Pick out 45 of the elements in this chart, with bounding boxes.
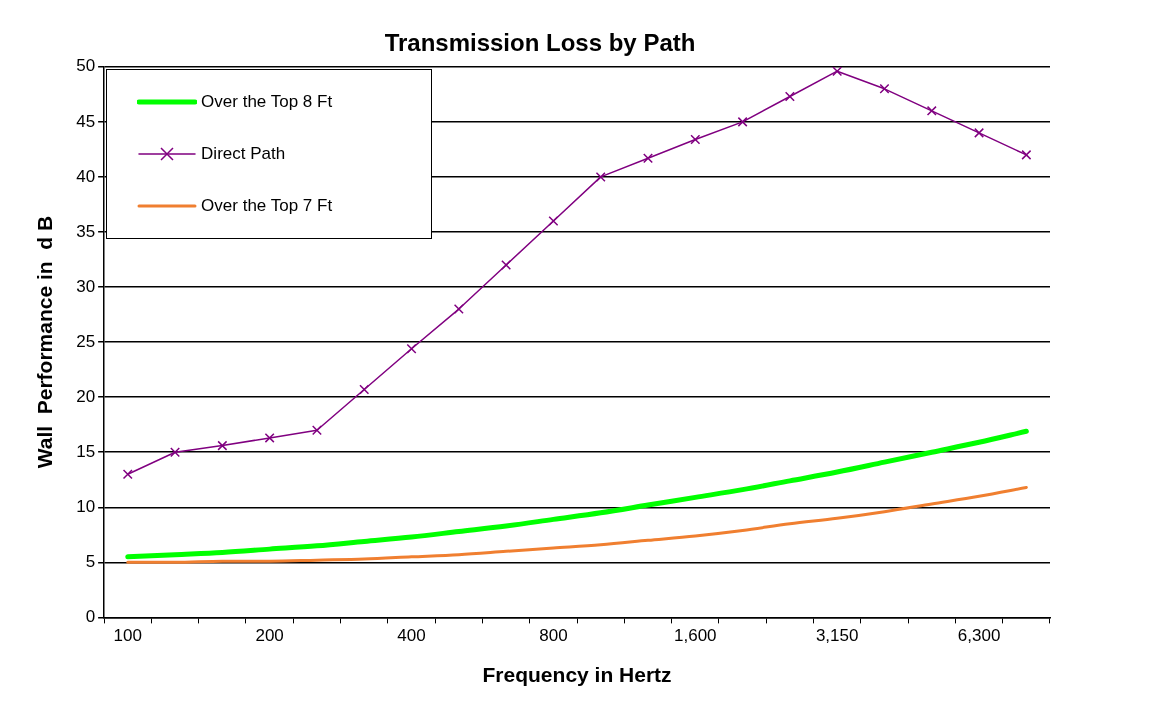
point — [784, 91, 795, 102]
legend-label: Direct Path — [201, 143, 286, 164]
y-tick-label: 40 — [76, 166, 96, 186]
point — [1021, 149, 1032, 160]
point — [501, 260, 512, 271]
point — [974, 127, 985, 138]
point — [690, 134, 701, 145]
y-tick-label: 5 — [85, 552, 96, 572]
y-tick-label: 30 — [76, 276, 96, 296]
point — [737, 116, 748, 127]
y-tick-label: 0 — [85, 607, 96, 627]
point — [311, 425, 322, 436]
point — [264, 432, 275, 443]
legend-label: Over the Top 7 Ft — [201, 195, 333, 216]
point — [879, 83, 890, 94]
point — [832, 66, 843, 77]
legend-label: Over the Top 8 Ft — [201, 91, 333, 112]
x-tick-label: 100 — [113, 626, 142, 646]
x-tick-label: 3,150 — [815, 626, 859, 646]
y-tick-label: 25 — [76, 331, 96, 351]
x-tick-label: 200 — [255, 626, 284, 646]
x-axis-title: Frequency in Hertz — [482, 663, 672, 687]
x-tick-label: 1,600 — [674, 626, 717, 646]
x-tick-label: 400 — [397, 626, 426, 646]
point — [595, 171, 606, 182]
point — [406, 343, 417, 354]
line-series — [126, 485, 1028, 564]
point — [217, 440, 228, 451]
y-tick-label: 35 — [76, 221, 96, 241]
x-tick-label: 6,300 — [957, 626, 1001, 646]
y-tick-label: 20 — [76, 386, 96, 406]
y-axis-title: Wall Performance in d B — [33, 215, 57, 469]
y-tick-label: 15 — [76, 441, 96, 461]
point — [548, 215, 559, 226]
point — [122, 469, 133, 480]
point — [643, 153, 653, 164]
point — [453, 304, 464, 315]
point — [359, 384, 370, 395]
chart-title: Transmission Loss by Path — [384, 29, 696, 57]
point — [170, 447, 181, 458]
x-tick-label: 800 — [539, 626, 568, 646]
y-tick-label: 45 — [76, 111, 96, 131]
y-tick-label: 50 — [76, 56, 96, 76]
y-tick-label: 10 — [76, 496, 96, 516]
point — [926, 105, 937, 116]
